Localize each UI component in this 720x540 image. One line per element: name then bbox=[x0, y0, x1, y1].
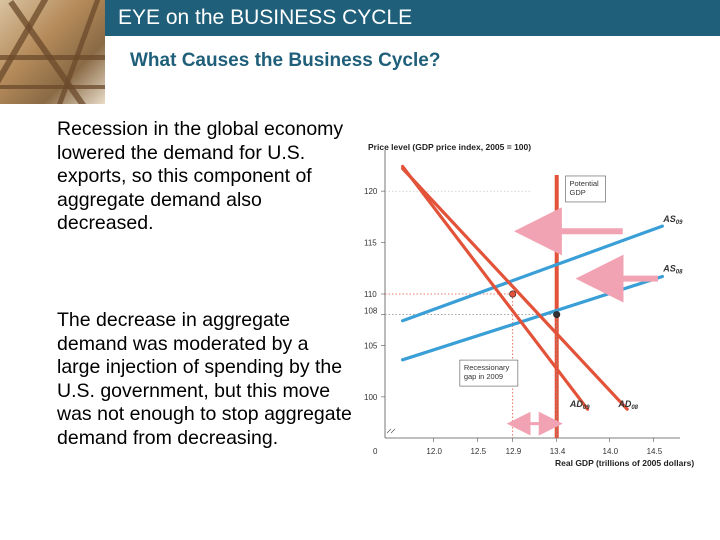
annotation-text-0-1: GDP bbox=[570, 188, 586, 197]
y-tick-label: 100 bbox=[364, 393, 378, 402]
annotation-text-0-0: Potential bbox=[570, 179, 600, 188]
x-tick-label: 14.0 bbox=[603, 447, 619, 456]
slide-subtitle: What Causes the Business Cycle? bbox=[130, 50, 441, 71]
curve-label-ad08: AD08 bbox=[617, 399, 638, 411]
header-bar bbox=[0, 0, 720, 36]
x-tick-label: 14.5 bbox=[647, 447, 663, 456]
annotation-text-1-0: Recessionary bbox=[464, 363, 510, 372]
y-tick-label: 115 bbox=[364, 239, 377, 248]
equilibrium-2008 bbox=[553, 311, 561, 319]
ad-as-chart: Price level (GDP price index, 2005 = 100… bbox=[364, 142, 694, 468]
axis-break bbox=[386, 428, 396, 434]
body-paragraph-2: The decrease in aggregate demand was mod… bbox=[57, 309, 352, 449]
x-tick-label: 12.0 bbox=[426, 447, 442, 456]
curve-ad09 bbox=[401, 164, 590, 411]
curve-label-as08: AS08 bbox=[662, 263, 683, 275]
y-tick-label: 105 bbox=[364, 341, 378, 350]
y-axis-label: Price level (GDP price index, 2005 = 100… bbox=[368, 142, 531, 152]
curve-as08 bbox=[401, 274, 664, 362]
equilibrium-2009 bbox=[509, 290, 517, 298]
x-tick-label: 12.5 bbox=[470, 447, 486, 456]
curve-ad08 bbox=[401, 166, 629, 411]
body-paragraph-1: Recession in the global economy lowered … bbox=[57, 118, 344, 234]
y-tick-label: 110 bbox=[364, 290, 377, 299]
curve-label-ad09: AD09 bbox=[569, 399, 590, 411]
curve-label-as09: AS09 bbox=[662, 214, 683, 226]
x-tick-label: 13.4 bbox=[550, 447, 566, 456]
curve-as09 bbox=[401, 224, 664, 323]
annotation-box-1 bbox=[459, 359, 519, 387]
annotation-box-0 bbox=[565, 175, 606, 203]
annotation-text-1-1: gap in 2009 bbox=[464, 372, 503, 381]
y-tick-label: 108 bbox=[364, 307, 378, 316]
header-photo bbox=[0, 0, 105, 104]
x-tick-label: 0 bbox=[373, 447, 378, 456]
x-axis-label: Real GDP (trillions of 2005 dollars) bbox=[555, 458, 694, 468]
y-tick-label: 120 bbox=[364, 187, 378, 196]
slide-header-title: EYE on the BUSINESS CYCLE bbox=[118, 6, 413, 29]
x-tick-label: 12.9 bbox=[506, 447, 522, 456]
